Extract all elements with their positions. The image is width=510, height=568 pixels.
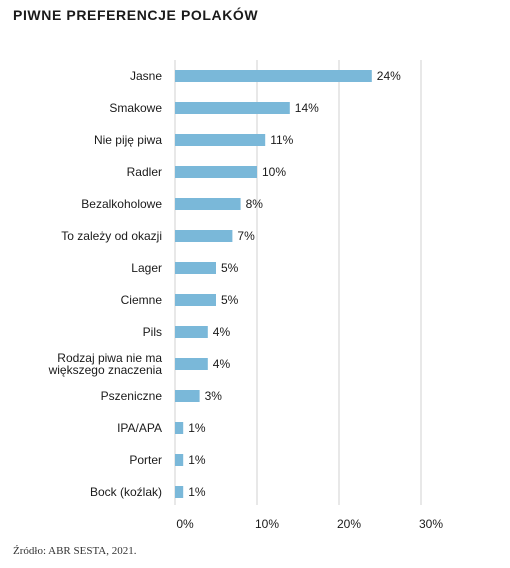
category-label: Lager	[131, 261, 162, 275]
category-label: Bezalkoholowe	[81, 197, 162, 211]
category-label: Jasne	[130, 69, 162, 83]
x-tick-label: 20%	[337, 517, 361, 531]
bar	[175, 70, 372, 82]
category-label: To zależy od okazji	[61, 229, 162, 243]
value-label: 14%	[295, 101, 319, 115]
bar-chart: Jasne Smakowe Nie piję piwa Radler Bezalkoho…	[48, 60, 443, 531]
bar	[175, 198, 241, 210]
category-labels: Jasne Smakowe Nie piję piwa Radler Bezalkoho…	[48, 69, 163, 499]
value-label: 8%	[246, 197, 264, 211]
value-label: 1%	[188, 421, 206, 435]
chart-title: PIWNE PREFERENCJE POLAKÓW	[13, 7, 259, 23]
category-label: Smakowe	[109, 101, 162, 115]
value-label: 1%	[188, 485, 206, 499]
bar	[175, 454, 184, 466]
bar	[175, 262, 216, 274]
value-label: 11%	[270, 133, 293, 147]
category-label: Radler	[127, 165, 162, 179]
x-tick-label: 10%	[255, 517, 279, 531]
value-label: 10%	[262, 165, 286, 179]
value-label: 24%	[377, 69, 401, 83]
bar	[175, 326, 208, 338]
bar	[175, 358, 208, 370]
bars	[175, 70, 372, 498]
value-label: 4%	[213, 325, 231, 339]
category-label: IPA/APA	[117, 421, 162, 435]
x-tick-label: 30%	[419, 517, 443, 531]
value-label: 3%	[205, 389, 223, 403]
bar	[175, 134, 266, 146]
x-axis-ticks: 0% 10% 20% 30%	[176, 517, 443, 531]
bar	[175, 422, 184, 434]
category-label: Ciemne	[121, 293, 163, 307]
category-label: Pils	[143, 325, 162, 339]
source-note: Źródło: ABR SESTA, 2021.	[13, 545, 137, 557]
bar	[175, 294, 216, 306]
category-label: Porter	[129, 453, 162, 467]
category-label: Pszeniczne	[101, 389, 163, 403]
value-labels: 24% 14% 11% 10% 8% 7% 5% 5% 4% 4% 3% 1% 1% 1%	[188, 69, 401, 499]
value-label: 5%	[221, 261, 239, 275]
value-label: 1%	[188, 453, 206, 467]
category-label: Rodzaj piwa nie ma większego znaczenia	[48, 351, 163, 377]
x-tick-label: 0%	[176, 517, 194, 531]
bar	[175, 102, 290, 114]
bar	[175, 486, 184, 498]
bar	[175, 230, 233, 242]
category-label: Nie piję piwa	[94, 133, 162, 147]
value-label: 7%	[237, 229, 255, 243]
bar	[175, 166, 257, 178]
bar	[175, 390, 200, 402]
value-label: 4%	[213, 357, 231, 371]
gridlines	[174, 60, 422, 505]
value-label: 5%	[221, 293, 239, 307]
category-label: Bock (koźlak)	[90, 485, 162, 499]
